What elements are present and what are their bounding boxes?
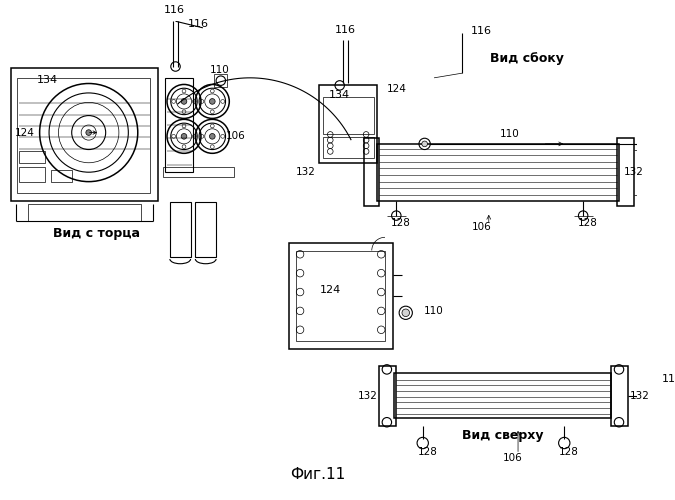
Text: 132: 132 [358,391,378,401]
Text: 132: 132 [630,391,650,401]
Bar [296,250,385,341]
Text: 134: 134 [329,90,350,100]
Text: 128: 128 [578,218,598,228]
Text: 124: 124 [15,128,34,138]
Text: 116: 116 [188,19,209,29]
Bar [11,68,157,200]
Bar [28,204,140,222]
Text: 106: 106 [471,222,491,232]
Bar [170,202,190,257]
Text: 132: 132 [624,167,644,177]
Bar [364,138,379,206]
Text: Вид сбоку: Вид сбоку [489,52,564,64]
Bar [165,78,194,172]
Text: 134: 134 [36,74,58,85]
Text: 128: 128 [559,448,579,458]
Circle shape [181,98,187,104]
Text: 128: 128 [391,218,411,228]
Bar [214,74,227,88]
Bar [17,78,150,193]
Circle shape [402,309,410,316]
Text: 110: 110 [210,66,230,76]
Text: 116: 116 [335,24,356,34]
Bar [163,168,234,177]
Text: Фиг.11: Фиг.11 [290,466,346,481]
Circle shape [209,134,215,139]
Bar [19,166,45,182]
Text: 128: 128 [418,448,437,458]
Bar [394,373,612,418]
Text: 106: 106 [502,453,522,463]
Text: 116: 116 [164,5,185,15]
Circle shape [86,130,92,136]
Bar [323,138,374,158]
Circle shape [209,98,215,104]
Bar [19,152,45,163]
Bar [51,170,72,181]
Bar [319,86,377,163]
Text: 124: 124 [320,285,341,295]
Text: 116: 116 [470,26,491,36]
Text: 106: 106 [226,132,246,141]
Text: Вид сверху: Вид сверху [462,429,543,442]
Text: 110: 110 [500,130,520,140]
Circle shape [181,134,187,139]
Text: Вид с торца: Вид с торца [53,227,140,240]
Text: 110: 110 [424,306,444,316]
Text: 132: 132 [296,167,316,177]
Bar [379,366,396,426]
Bar [323,96,374,134]
Bar [289,243,393,348]
Bar [612,366,628,426]
Bar [195,202,216,257]
Text: 124: 124 [386,84,406,94]
Bar [377,144,619,201]
Circle shape [422,141,427,146]
Text: 116: 116 [662,374,675,384]
Bar [617,138,634,206]
